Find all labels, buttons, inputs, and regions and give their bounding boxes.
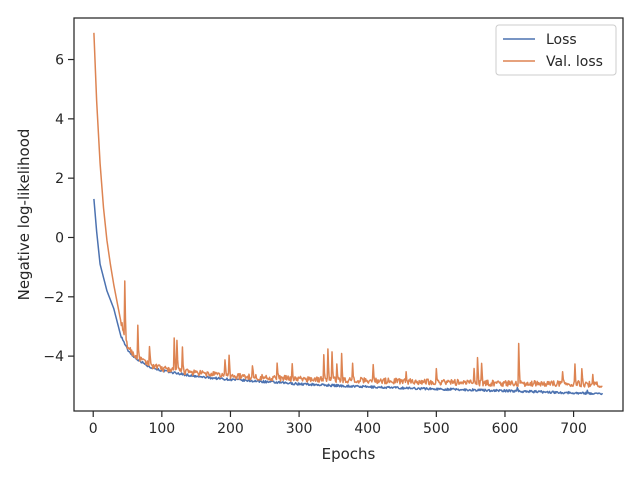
x-tick-label: 100 xyxy=(148,421,175,437)
y-tick-label: −4 xyxy=(43,349,64,365)
x-tick-label: 300 xyxy=(286,421,313,437)
x-tick-label: 700 xyxy=(560,421,587,437)
series-line-val-loss xyxy=(93,32,603,388)
legend-label: Val. loss xyxy=(546,54,603,70)
plot-frame xyxy=(73,17,624,412)
y-tick-label: 4 xyxy=(55,112,64,128)
x-tick-label: 400 xyxy=(354,421,381,437)
legend-label: Loss xyxy=(546,32,577,48)
plot-area xyxy=(74,18,623,411)
x-tick-label: 0 xyxy=(89,421,98,437)
legend: Loss Val. loss xyxy=(495,24,617,76)
x-tick-label: 600 xyxy=(492,421,519,437)
x-tick-label: 200 xyxy=(217,421,244,437)
y-tick-label: 2 xyxy=(55,171,64,187)
x-tick-label: 500 xyxy=(423,421,450,437)
x-axis: 0 100 200 300 400 500 600 700 xyxy=(89,411,587,437)
y-tick-label: 0 xyxy=(55,230,64,246)
y-axis-label: Negative log-likelihood xyxy=(15,129,33,301)
y-axis: 6 4 2 0 −2 −4 xyxy=(43,53,74,365)
legend-box xyxy=(495,24,617,76)
series-line-loss xyxy=(93,198,604,396)
y-tick-label: −2 xyxy=(43,290,64,306)
series-layer xyxy=(93,32,604,396)
y-tick-label: 6 xyxy=(55,53,64,69)
x-axis-label: Epochs xyxy=(322,445,376,463)
